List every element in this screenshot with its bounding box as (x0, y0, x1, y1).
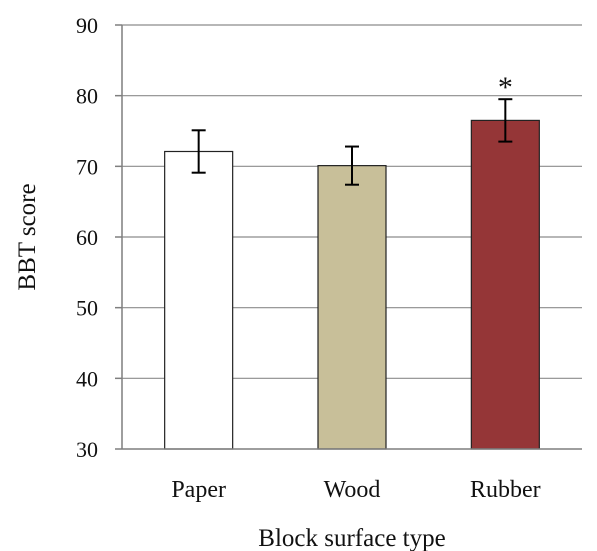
y-tick-labels: 30 40 50 60 70 80 90 (76, 13, 98, 462)
bar-paper (164, 150, 234, 450)
y-tick-label: 70 (76, 154, 98, 179)
y-tick-label: 30 (76, 437, 98, 462)
significance-marker: * (498, 71, 513, 104)
error-bars: * (191, 71, 513, 186)
bars (164, 119, 540, 450)
x-axis-title: Block surface type (258, 525, 445, 551)
y-tick-label: 90 (76, 13, 98, 38)
y-tick-label: 40 (76, 366, 98, 391)
y-axis-title: BBT score (14, 183, 41, 290)
x-tick-label: Rubber (470, 477, 541, 503)
x-tick-label: Paper (171, 477, 226, 503)
x-tick-labels: Paper Wood Rubber (171, 477, 540, 503)
y-tick-label: 50 (76, 296, 98, 321)
bar-rubber (470, 119, 540, 450)
y-tick-label: 80 (76, 84, 98, 109)
y-tick-label: 60 (76, 225, 98, 250)
x-tick-label: Wood (324, 477, 381, 503)
bar-wood (317, 165, 387, 450)
